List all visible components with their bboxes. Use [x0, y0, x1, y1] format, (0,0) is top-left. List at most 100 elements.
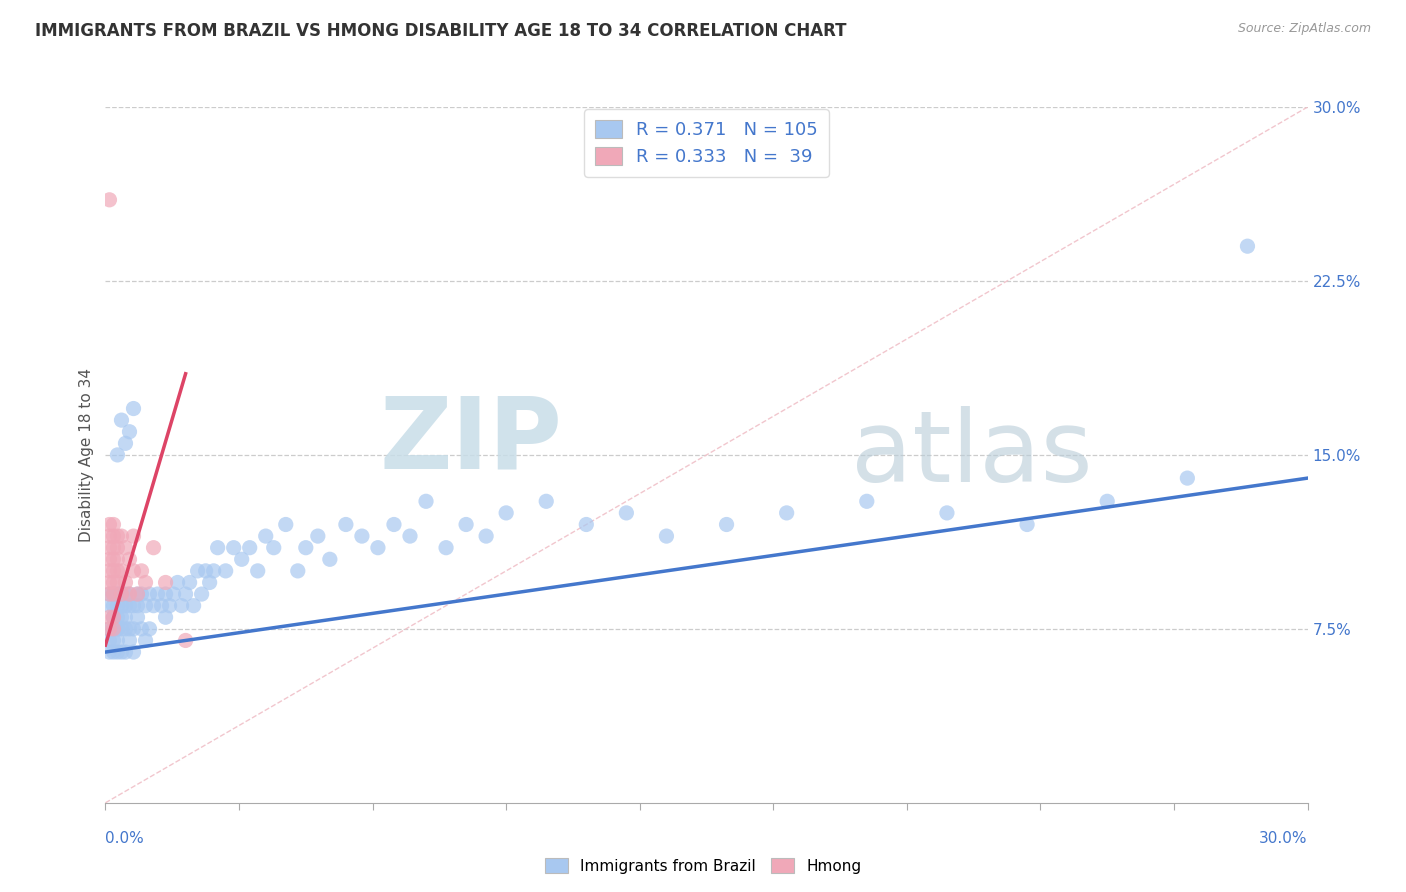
Point: [319, 552, 342, 566]
Point: [107, 587, 129, 601]
Point: [107, 552, 129, 566]
Point: [1177, 471, 1199, 485]
Point: [776, 506, 799, 520]
Point: [655, 529, 678, 543]
Point: [274, 517, 297, 532]
Point: [155, 587, 177, 601]
Point: [110, 587, 132, 601]
Point: [127, 587, 149, 601]
Point: [107, 633, 129, 648]
Point: [187, 564, 209, 578]
Point: [198, 575, 221, 590]
Point: [936, 506, 959, 520]
Point: [475, 529, 498, 543]
Point: [103, 541, 125, 555]
Point: [142, 541, 165, 555]
Legend: R = 0.371   N = 105, R = 0.333   N =  39: R = 0.371 N = 105, R = 0.333 N = 39: [583, 109, 830, 177]
Point: [202, 564, 225, 578]
Point: [131, 587, 153, 601]
Point: [575, 517, 598, 532]
Point: [118, 587, 141, 601]
Point: [122, 645, 145, 659]
Point: [135, 633, 157, 648]
Point: [98, 610, 121, 624]
Point: [98, 541, 121, 555]
Point: [122, 599, 145, 613]
Point: [114, 645, 136, 659]
Point: [122, 529, 145, 543]
Point: [103, 610, 125, 624]
Point: [287, 564, 309, 578]
Point: [246, 564, 269, 578]
Point: [107, 575, 129, 590]
Point: [434, 541, 457, 555]
Point: [114, 599, 136, 613]
Point: [107, 599, 129, 613]
Point: [107, 541, 129, 555]
Point: [179, 575, 201, 590]
Point: [114, 575, 136, 590]
Point: [174, 587, 197, 601]
Point: [98, 575, 121, 590]
Point: [118, 587, 141, 601]
Point: [98, 517, 121, 532]
Point: [155, 610, 177, 624]
Point: [98, 587, 121, 601]
Point: [98, 599, 121, 613]
Point: [135, 575, 157, 590]
Point: [131, 564, 153, 578]
Point: [1097, 494, 1119, 508]
Point: [114, 541, 136, 555]
Point: [110, 587, 132, 601]
Point: [107, 622, 129, 636]
Point: [107, 564, 129, 578]
Point: [142, 599, 165, 613]
Point: [103, 575, 125, 590]
Point: [150, 599, 173, 613]
Point: [146, 587, 169, 601]
Point: [1236, 239, 1258, 253]
Point: [399, 529, 422, 543]
Point: [183, 599, 205, 613]
Point: [159, 599, 181, 613]
Point: [335, 517, 357, 532]
Point: [616, 506, 638, 520]
Text: 0.0%: 0.0%: [105, 831, 145, 846]
Point: [98, 552, 121, 566]
Point: [98, 622, 121, 636]
Point: [307, 529, 329, 543]
Point: [107, 622, 129, 636]
Point: [103, 552, 125, 566]
Point: [114, 610, 136, 624]
Point: [103, 587, 125, 601]
Point: [138, 587, 160, 601]
Point: [118, 552, 141, 566]
Point: [98, 193, 121, 207]
Point: [98, 622, 121, 636]
Point: [103, 517, 125, 532]
Point: [98, 529, 121, 543]
Point: [118, 599, 141, 613]
Point: [138, 622, 160, 636]
Point: [350, 529, 373, 543]
Point: [103, 564, 125, 578]
Point: [114, 622, 136, 636]
Point: [98, 633, 121, 648]
Point: [135, 599, 157, 613]
Point: [107, 645, 129, 659]
Point: [103, 529, 125, 543]
Point: [495, 506, 517, 520]
Text: IMMIGRANTS FROM BRAZIL VS HMONG DISABILITY AGE 18 TO 34 CORRELATION CHART: IMMIGRANTS FROM BRAZIL VS HMONG DISABILI…: [35, 22, 846, 40]
Point: [110, 610, 132, 624]
Point: [98, 587, 121, 601]
Point: [367, 541, 389, 555]
Point: [110, 622, 132, 636]
Point: [254, 529, 277, 543]
Point: [263, 541, 285, 555]
Point: [98, 564, 121, 578]
Point: [110, 645, 132, 659]
Point: [127, 610, 149, 624]
Point: [103, 610, 125, 624]
Point: [110, 413, 132, 427]
Point: [114, 587, 136, 601]
